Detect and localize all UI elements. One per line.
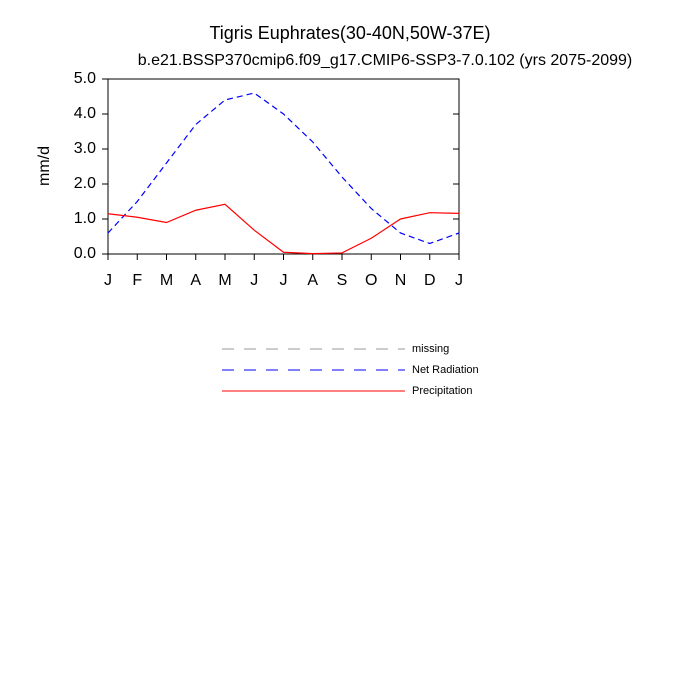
y-tick-label: 0.0 bbox=[74, 245, 96, 262]
y-tick-label: 3.0 bbox=[74, 140, 96, 157]
x-tick-label: M bbox=[218, 272, 231, 289]
y-tick-label: 5.0 bbox=[74, 70, 96, 87]
x-tick-label: J bbox=[250, 272, 258, 289]
chart-title: Tigris Euphrates(30-40N,50W-37E) bbox=[209, 23, 490, 43]
x-tick-label: O bbox=[365, 272, 377, 289]
x-tick-label: S bbox=[337, 272, 348, 289]
y-tick-label: 2.0 bbox=[74, 175, 96, 192]
chart-subtitle: b.e21.BSSP370cmip6.f09_g17.CMIP6-SSP3-7.… bbox=[138, 52, 633, 69]
x-tick-label: M bbox=[160, 272, 173, 289]
y-tick-label: 4.0 bbox=[74, 105, 96, 122]
y-tick-label: 1.0 bbox=[74, 210, 96, 227]
series-line bbox=[107, 92, 460, 245]
legend-label: Net Radiation bbox=[412, 364, 479, 376]
x-tick-label: J bbox=[455, 272, 463, 289]
y-axis-label: mm/d bbox=[36, 146, 53, 186]
plot-frame bbox=[107, 78, 460, 255]
x-tick-label: N bbox=[395, 272, 407, 289]
x-tick-label: A bbox=[190, 272, 201, 289]
x-tick-label: F bbox=[132, 272, 142, 289]
x-tick-label: D bbox=[424, 272, 436, 289]
x-tick-label: A bbox=[307, 272, 318, 289]
x-tick-label: J bbox=[280, 272, 288, 289]
series-line bbox=[107, 203, 460, 255]
legend-label: Precipitation bbox=[412, 385, 473, 397]
x-tick-label: J bbox=[104, 272, 112, 289]
legend-label: missing bbox=[412, 343, 449, 355]
